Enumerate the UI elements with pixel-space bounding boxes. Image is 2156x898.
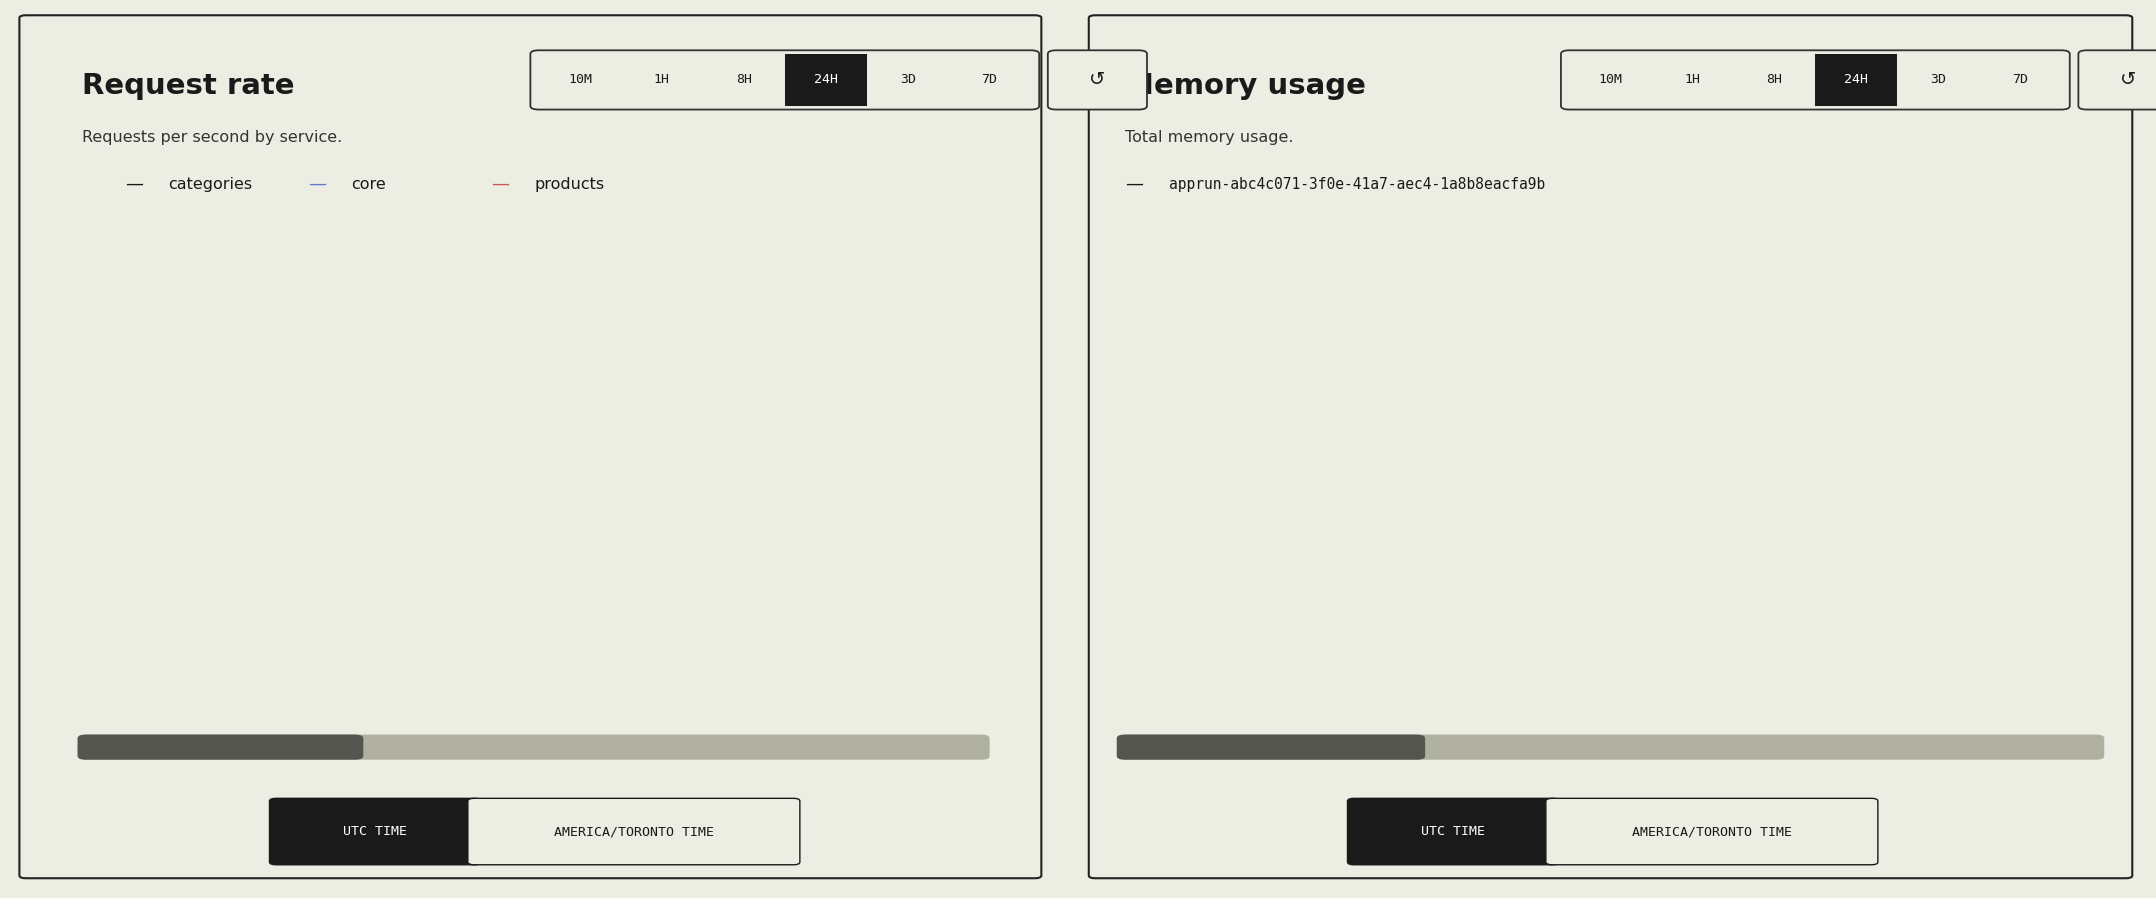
Text: AMERICA/TORONTO TIME: AMERICA/TORONTO TIME bbox=[554, 825, 714, 838]
Text: 7D: 7D bbox=[981, 74, 998, 86]
Text: 10M: 10M bbox=[1598, 74, 1623, 86]
Y-axis label: Average: Average bbox=[1240, 451, 1255, 515]
Text: ↺: ↺ bbox=[2119, 70, 2137, 90]
Text: products: products bbox=[535, 177, 606, 191]
Text: ↺: ↺ bbox=[1089, 70, 1106, 90]
Text: Memory usage: Memory usage bbox=[1125, 72, 1367, 100]
Text: 3D: 3D bbox=[1930, 74, 1947, 86]
Text: categories: categories bbox=[168, 177, 252, 191]
Text: products: products bbox=[576, 685, 660, 703]
Text: —: — bbox=[125, 175, 142, 193]
Text: AMERICA/TORONTO TIME: AMERICA/TORONTO TIME bbox=[1632, 825, 1792, 838]
Text: apprun-abc4c071-3f0e-41a7-aec4-1a8b8eacfa9b: apprun-abc4c071-3f0e-41a7-aec4-1a8b8eacf… bbox=[1169, 177, 1546, 191]
Text: —: — bbox=[492, 175, 509, 193]
Text: apprun-abc4c071-3f0e-41a7-aec4-1a8b8eacfa9b: apprun-abc4c071-3f0e-41a7-aec4-1a8b8eacf… bbox=[1583, 670, 1927, 683]
Text: 24H: 24H bbox=[813, 74, 839, 86]
Text: UTC TIME: UTC TIME bbox=[1421, 825, 1485, 838]
Text: —: — bbox=[1125, 175, 1143, 193]
Text: 1H: 1H bbox=[653, 74, 671, 86]
Text: core: core bbox=[606, 303, 647, 321]
Text: 1H: 1H bbox=[1684, 74, 1701, 86]
Y-axis label: Rate: Rate bbox=[97, 465, 112, 500]
Text: Request rate: Request rate bbox=[82, 72, 295, 100]
Text: 10M: 10M bbox=[567, 74, 593, 86]
Text: Requests per second by service.: Requests per second by service. bbox=[82, 130, 343, 145]
Text: 8H: 8H bbox=[735, 74, 752, 86]
Text: 24H: 24H bbox=[1843, 74, 1869, 86]
Text: Total memory usage.: Total memory usage. bbox=[1125, 130, 1294, 145]
Text: core: core bbox=[351, 177, 386, 191]
Text: 8H: 8H bbox=[1766, 74, 1783, 86]
Text: 3D: 3D bbox=[899, 74, 916, 86]
Text: —: — bbox=[308, 175, 326, 193]
Text: categories: categories bbox=[673, 571, 772, 589]
Text: 7D: 7D bbox=[2012, 74, 2029, 86]
Text: UTC TIME: UTC TIME bbox=[343, 825, 407, 838]
